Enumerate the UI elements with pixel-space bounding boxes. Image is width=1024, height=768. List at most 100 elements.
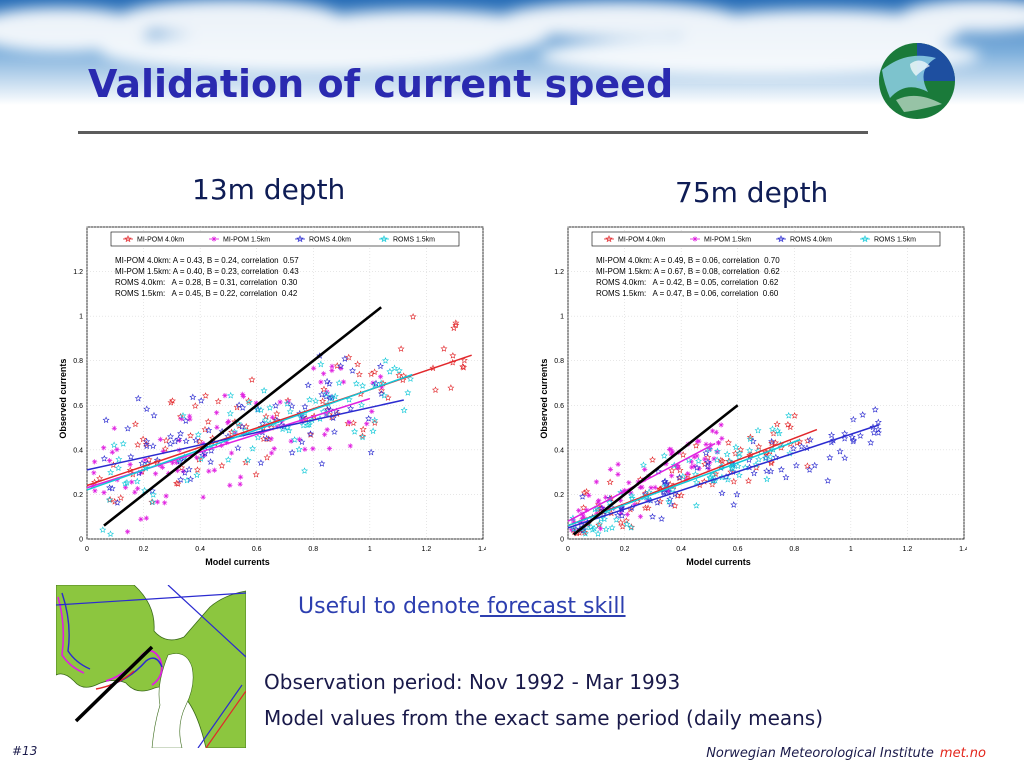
fit-line [86, 373, 413, 491]
identity-line [572, 404, 739, 536]
data-point [179, 412, 187, 419]
legend-marker [605, 235, 613, 243]
data-point [754, 426, 762, 434]
data-point [182, 437, 190, 445]
data-point [301, 403, 309, 410]
data-point [349, 367, 357, 374]
data-point [187, 416, 193, 422]
footer-institute: Norwegian Meteorological Institute met.no [706, 746, 986, 761]
data-point [324, 427, 330, 433]
data-point [331, 392, 339, 400]
data-point [127, 453, 135, 460]
data-point [358, 432, 367, 440]
data-point [379, 384, 385, 390]
data-point [341, 355, 349, 362]
data-point [603, 494, 609, 500]
legend-entry: ROMS 1.5km [874, 237, 916, 244]
x-tick-label: 1.4 [959, 546, 967, 553]
data-point [579, 516, 585, 522]
data-point [335, 379, 343, 386]
data-point [696, 465, 702, 472]
data-point [598, 504, 606, 512]
data-point [167, 432, 175, 440]
series-mi-pom-1-5km [90, 363, 385, 535]
data-point [704, 453, 712, 461]
data-point [724, 475, 732, 483]
brand-link[interactable]: met.no [939, 746, 986, 761]
data-point [572, 525, 580, 533]
data-point [159, 464, 166, 470]
region-map [56, 585, 246, 748]
data-point [746, 433, 754, 441]
scatter-chart-75m: 0 0.2 0.4 0.6 0.8 1 1.2 1.4 0 0.2 0.4 0.6 0.8 1 1.2 Mod… [539, 226, 967, 567]
y-tick-label: 0.6 [73, 403, 83, 410]
data-point [723, 450, 731, 458]
data-point [237, 481, 243, 487]
data-point [785, 411, 793, 419]
data-point [92, 488, 98, 494]
data-point [695, 457, 703, 465]
data-point [318, 460, 326, 467]
data-point [177, 429, 185, 437]
x-tick-label: 0.6 [733, 546, 743, 553]
data-point [174, 459, 180, 466]
data-point [404, 389, 412, 396]
y-tick-label: 1.2 [73, 269, 83, 276]
data-point [707, 446, 713, 452]
data-point [849, 437, 857, 445]
data-point [782, 473, 790, 481]
data-point [340, 379, 347, 385]
data-point [100, 455, 108, 462]
data-point [201, 425, 209, 433]
data-point [755, 455, 763, 463]
data-point [637, 513, 644, 520]
data-point [298, 438, 306, 446]
stats-line: MI-POM 1.5km: A = 0.40, B = 0.23, correl… [115, 267, 299, 276]
data-point [163, 493, 169, 499]
data-point [621, 487, 627, 494]
data-point [582, 487, 591, 495]
data-point [730, 477, 738, 485]
data-point [449, 352, 457, 359]
data-point [96, 474, 104, 482]
data-point [295, 445, 303, 453]
data-point [226, 409, 234, 417]
data-point [214, 397, 222, 405]
data-point [317, 360, 325, 368]
data-point [245, 398, 253, 406]
data-point [183, 476, 191, 484]
data-point [580, 489, 588, 496]
data-point [792, 461, 800, 469]
data-point [329, 367, 335, 374]
data-point [395, 367, 403, 374]
met-logo [879, 43, 955, 119]
x-tick-label: 1 [849, 546, 853, 553]
data-point [684, 471, 692, 479]
x-axis-label: Model currents [205, 557, 270, 567]
data-point [211, 467, 218, 473]
data-point [600, 505, 606, 511]
x-axis-label: Model currents [686, 557, 751, 567]
data-point [134, 441, 142, 448]
data-point [253, 400, 259, 406]
data-point [674, 492, 682, 499]
depth-label-left: 13m depth [192, 173, 346, 206]
data-point [719, 435, 725, 442]
data-point [568, 527, 575, 533]
data-point [460, 356, 468, 364]
data-point [197, 455, 205, 462]
data-point [107, 468, 115, 476]
forecast-skill-link[interactable]: forecast skill [480, 594, 626, 619]
data-point [784, 421, 792, 428]
data-point [310, 446, 316, 452]
data-point [283, 400, 291, 407]
stats-line: ROMS 4.0km: A = 0.28, B = 0.31, correlat… [115, 278, 298, 287]
data-point [768, 437, 776, 445]
data-point [713, 447, 721, 455]
data-point [615, 471, 621, 477]
data-point [347, 405, 355, 412]
data-point [735, 471, 743, 479]
data-point [168, 397, 176, 404]
stats-line: ROMS 1.5km: A = 0.47, B = 0.06, correlat… [596, 289, 779, 298]
data-point [867, 438, 875, 446]
